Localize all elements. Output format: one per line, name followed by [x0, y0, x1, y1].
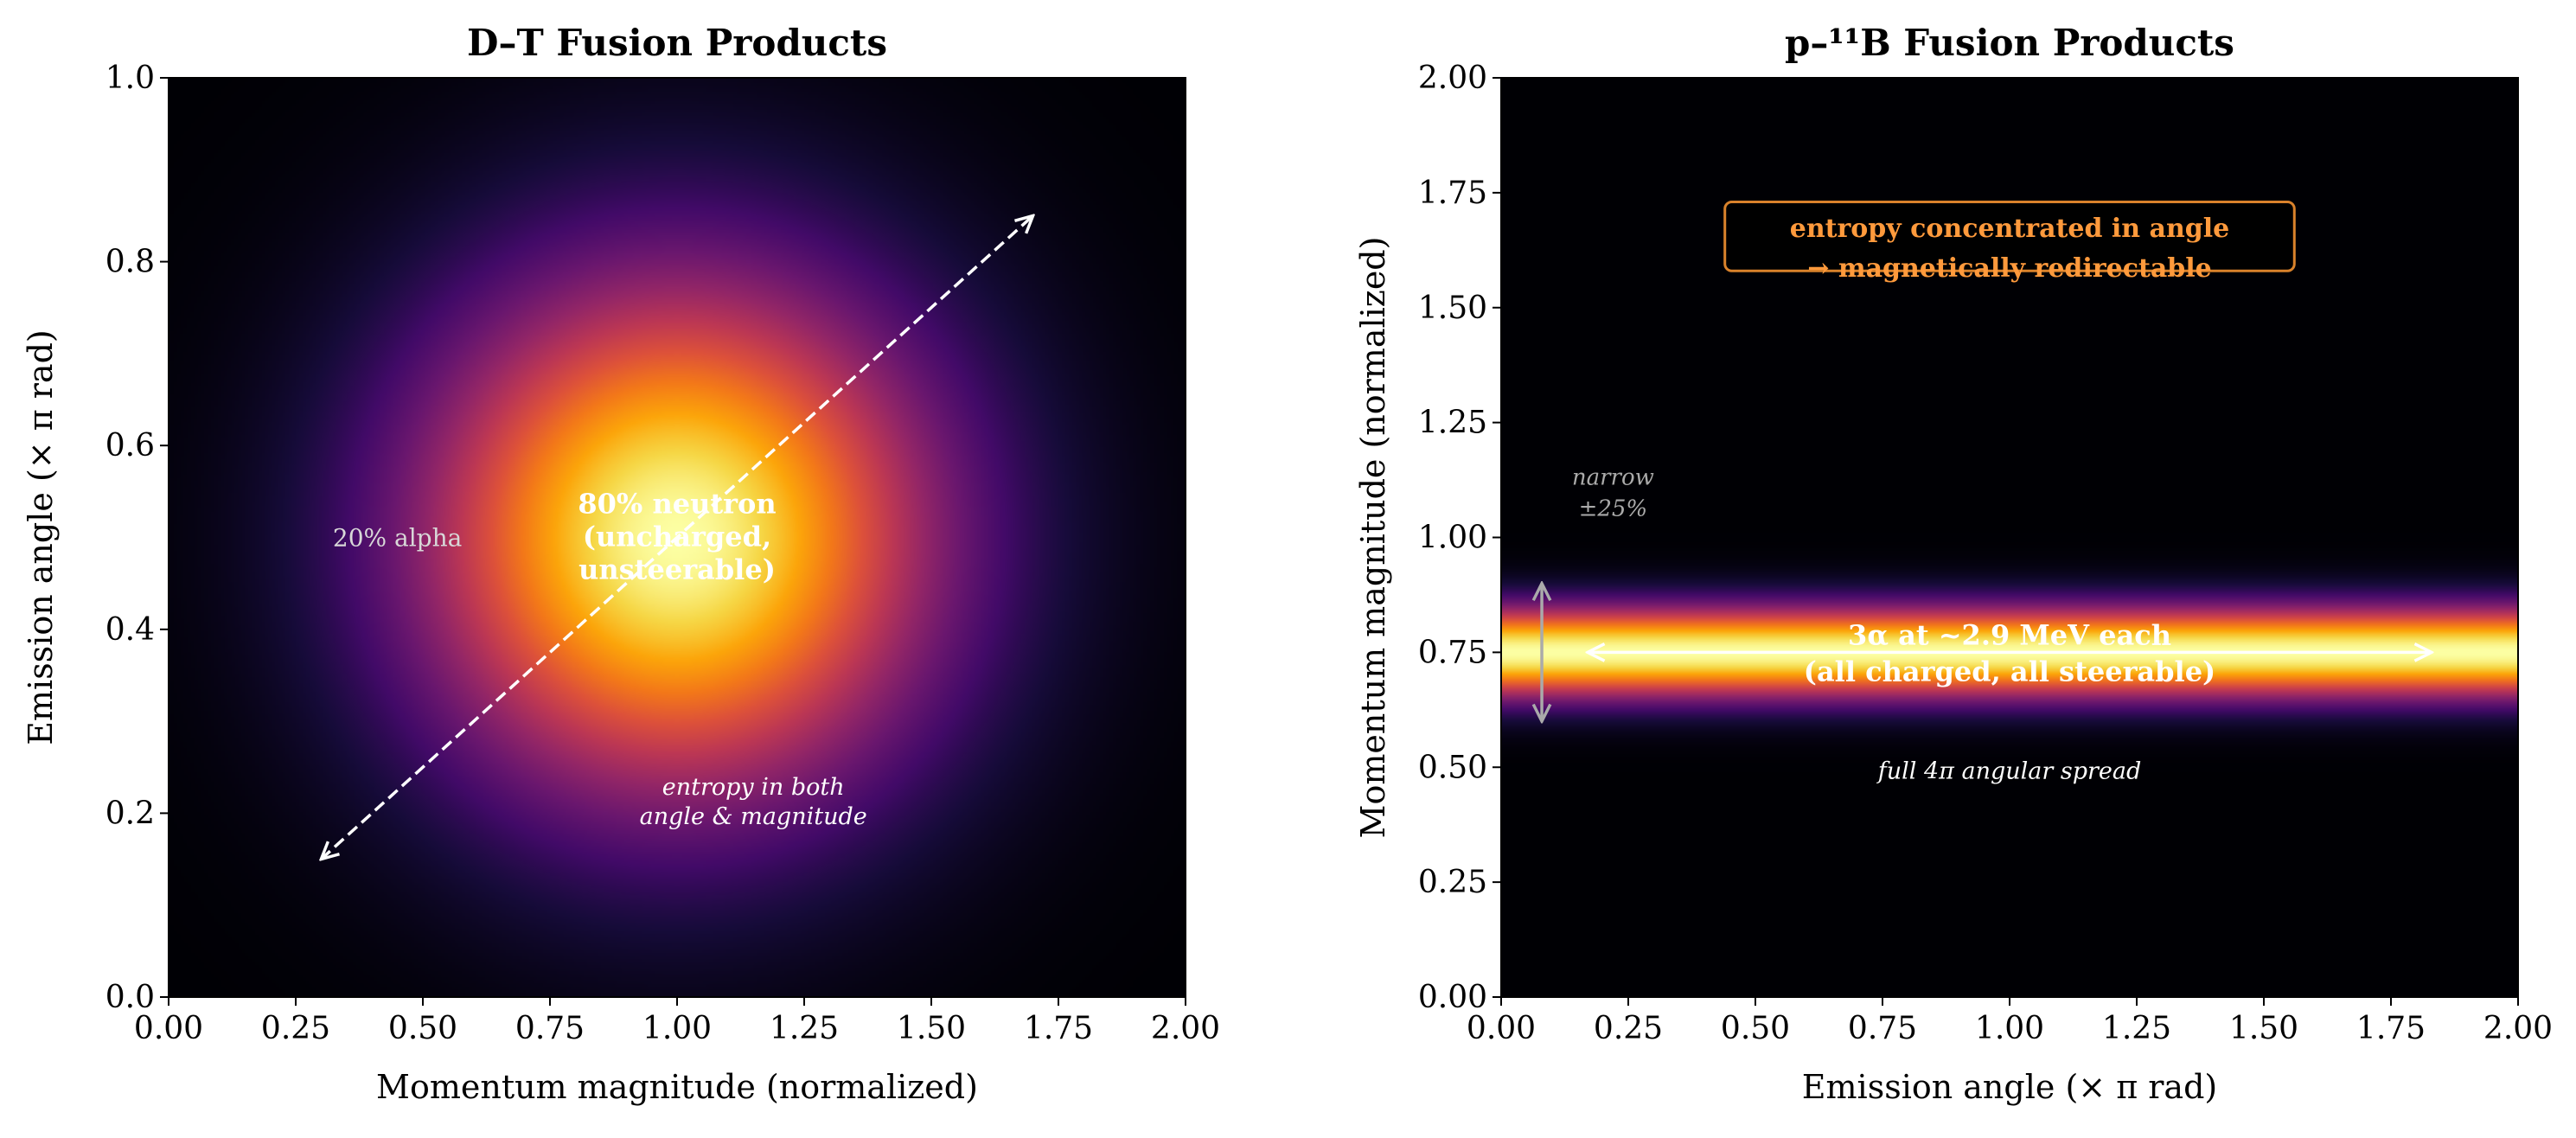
y-tick-label: 0.25	[1418, 865, 1487, 900]
callout-box	[1723, 201, 2296, 272]
dashed-double-arrow	[321, 215, 1032, 859]
x-tick-label: 1.75	[1024, 1011, 1093, 1046]
narrow-annotation-line: narrow	[1572, 464, 1654, 490]
y-tick-label: 0.50	[1418, 750, 1487, 785]
x-tick-label: 1.50	[2229, 1011, 2298, 1046]
callout-text: entropy concentrated in angle → magnetica…	[1790, 214, 2230, 284]
x-axis-label: Momentum magnitude (normalized)	[376, 1068, 978, 1106]
alpha-products-annotation-line: 3α at ~2.9 MeV each	[1848, 618, 2171, 651]
y-tick-label: 0.0	[105, 980, 155, 1015]
x-tick-label: 1.75	[2356, 1011, 2426, 1046]
y-tick-label: 0.4	[105, 612, 155, 648]
y-tick-label: 0.75	[1418, 635, 1487, 670]
y-tick-label: 1.0	[105, 61, 155, 96]
y-axis-label: Momentum magnitude (normalized)	[1354, 237, 1392, 839]
x-tick-label: 0.50	[388, 1011, 457, 1046]
neutron-annotation: 80% neutron (uncharged, unsteerable)	[578, 488, 776, 586]
neutron-annotation-line: 80% neutron	[578, 488, 776, 521]
dt-chart: 0.00 0.25 0.50 0.75 1.00 1.25 1.50 1.75 2.00 0.0 0…	[22, 22, 1220, 1106]
neutron-annotation-line: unsteerable)	[578, 553, 776, 586]
spread-annotation: full 4π angular spread	[1876, 758, 2142, 785]
narrow-annotation: narrow ±25%	[1572, 464, 1654, 521]
y-tick-label: 0.00	[1418, 980, 1487, 1015]
y-tick-label: 0.2	[105, 796, 155, 831]
y-tick-label: 0.8	[105, 245, 155, 280]
x-tick-label: 0.00	[1467, 1011, 1536, 1046]
x-tick-label: 2.00	[2483, 1011, 2553, 1046]
alpha-products-annotation: 3α at ~2.9 MeV each (all charged, all ste…	[1804, 618, 2215, 687]
alpha-annotation: 20% alpha	[333, 524, 462, 553]
narrow-annotation-line: ±25%	[1579, 495, 1648, 521]
chart-title: D–T Fusion Products	[467, 22, 887, 64]
y-tick-label: 0.6	[105, 428, 155, 464]
x-tick-label: 0.00	[134, 1011, 203, 1046]
callout-text-line: → magnetically redirectable	[1807, 253, 2211, 284]
x-tick-label: 1.00	[642, 1011, 712, 1046]
entropy-annotation: entropy in both angle & magnitude	[640, 774, 867, 830]
pb11-chart: 0.00 0.25 0.50 0.75 1.00 1.25 1.50 1.75 2.00 0.00…	[1354, 22, 2553, 1106]
callout-text-line: entropy concentrated in angle	[1790, 214, 2230, 244]
x-tick-label: 1.50	[897, 1011, 966, 1046]
entropy-annotation-line: entropy in both	[662, 774, 845, 801]
alpha-products-annotation-line: (all charged, all steerable)	[1804, 655, 2215, 687]
x-tick-label: 2.00	[1151, 1011, 1220, 1046]
neutron-annotation-line: (uncharged,	[583, 521, 771, 553]
x-tick-label: 0.25	[1594, 1011, 1663, 1046]
x-tick-label: 0.25	[261, 1011, 330, 1046]
x-axis-label: Emission angle (× π rad)	[1802, 1068, 2217, 1106]
y-tick-label: 1.00	[1418, 521, 1487, 556]
x-tick-label: 1.00	[1975, 1011, 2044, 1046]
x-tick-label: 0.75	[1848, 1011, 1917, 1046]
y-tick-label: 1.25	[1418, 406, 1487, 441]
x-tick-label: 1.25	[2102, 1011, 2171, 1046]
x-tick-label: 0.50	[1721, 1011, 1790, 1046]
y-axis-label: Emission angle (× π rad)	[22, 329, 60, 745]
x-tick-label: 1.25	[770, 1011, 839, 1046]
x-tick-label: 0.75	[515, 1011, 585, 1046]
chart-title: p–¹¹B Fusion Products	[1785, 22, 2234, 64]
y-tick-label: 1.75	[1418, 176, 1487, 211]
y-tick-label: 2.00	[1418, 61, 1487, 96]
entropy-annotation-line: angle & magnitude	[640, 803, 867, 830]
y-tick-label: 1.50	[1418, 291, 1487, 326]
